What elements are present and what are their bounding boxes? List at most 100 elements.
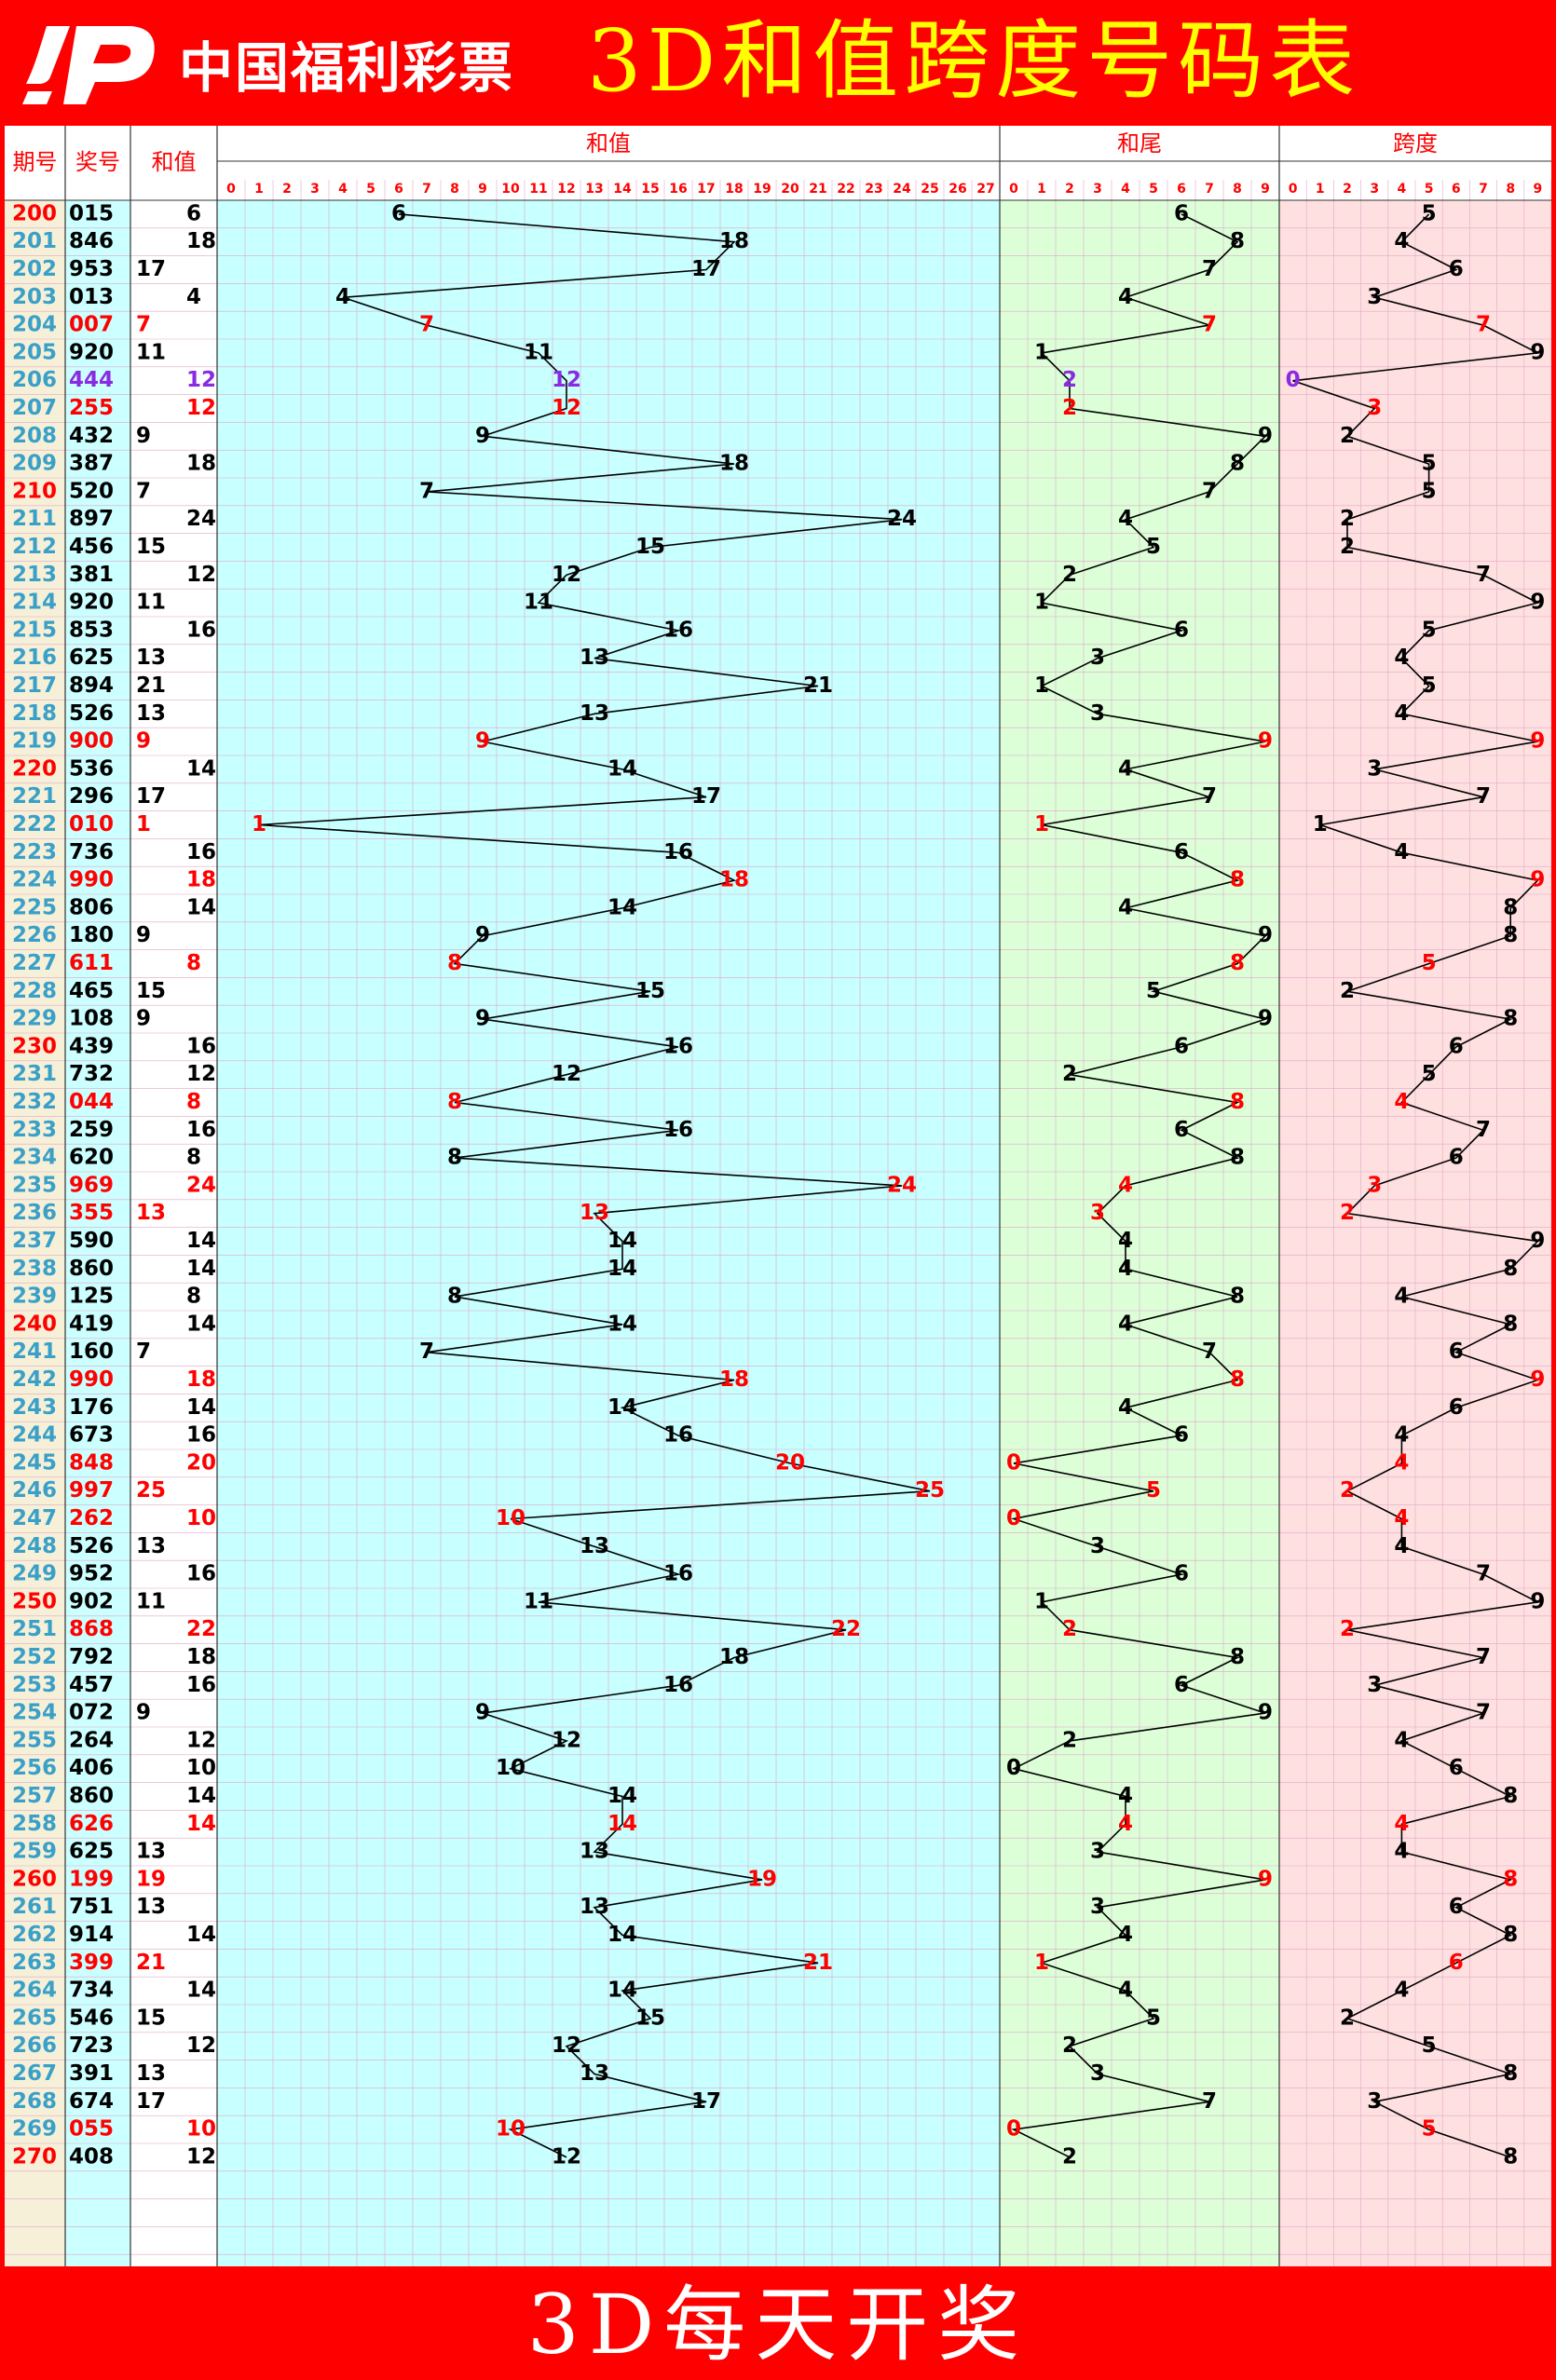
- number-cell: 355: [69, 1201, 114, 1225]
- sum-point-label: 12: [552, 563, 581, 587]
- span-point-label: 4: [1394, 1728, 1409, 1752]
- span-point-label: 4: [1394, 701, 1409, 726]
- number-cell: 860: [69, 1784, 114, 1808]
- tail-point-label: 9: [1258, 1701, 1273, 1725]
- period-cell: 215: [12, 618, 57, 642]
- tail-point-label: 3: [1090, 701, 1105, 726]
- sum-value-cell: 21: [136, 673, 166, 698]
- sum-point-label: 16: [663, 618, 693, 642]
- span-point-label: 5: [1422, 452, 1437, 476]
- sum-value-cell: 14: [186, 1257, 216, 1281]
- period-cell: 241: [12, 1340, 57, 1364]
- span-point-label: 2: [1340, 507, 1355, 531]
- sum-point-label: 16: [663, 1673, 693, 1697]
- sum-value-cell: 14: [186, 895, 216, 919]
- span-point-label: 8: [1503, 2061, 1518, 2086]
- span-point-label: 8: [1503, 1867, 1518, 1891]
- sum-value-cell: 13: [136, 701, 166, 726]
- span-point-label: 4: [1394, 646, 1409, 670]
- period-cell: 245: [12, 1450, 57, 1475]
- sum-point-label: 22: [831, 1617, 861, 1641]
- sum-value-cell: 7: [136, 313, 151, 337]
- tail-point-label: 1: [1034, 340, 1049, 364]
- period-cell: 230: [12, 1034, 57, 1058]
- tail-point-label: 7: [1202, 2089, 1217, 2114]
- number-cell: 108: [69, 1007, 114, 1031]
- sum-point-label: 7: [419, 313, 434, 337]
- span-axis-tick: 1: [1316, 182, 1325, 197]
- number-cell: 408: [69, 2144, 114, 2169]
- span-point-label: 7: [1476, 313, 1491, 337]
- period-cell: 248: [12, 1534, 57, 1558]
- tail-point-label: 7: [1202, 257, 1217, 281]
- sum-point-label: 13: [580, 1840, 609, 1864]
- sum-value-cell: 8: [186, 1146, 201, 1170]
- number-cell: 536: [69, 756, 114, 781]
- number-column-header: 奖号: [75, 149, 120, 175]
- sum-axis-tick: 22: [837, 182, 854, 197]
- span-point-label: 5: [1422, 2033, 1437, 2058]
- period-cell: 270: [12, 2144, 57, 2169]
- number-cell: 734: [69, 1979, 114, 2003]
- period-cell: 240: [12, 1312, 57, 1336]
- number-cell: 625: [69, 646, 114, 670]
- span-point-label: 9: [1530, 1589, 1545, 1613]
- sum-point-label: 11: [524, 591, 553, 615]
- period-cell: 206: [12, 368, 57, 392]
- period-cell: 214: [12, 591, 57, 615]
- period-cell: 233: [12, 1118, 57, 1142]
- sum-point-label: 15: [635, 2006, 665, 2030]
- tail-point-label: 2: [1062, 2144, 1077, 2169]
- period-cell: 260: [12, 1867, 57, 1891]
- sum-value-cell: 7: [136, 479, 151, 503]
- tail-point-label: 6: [1174, 1562, 1189, 1586]
- sum-value-cell: 9: [136, 1007, 151, 1031]
- period-cell: 264: [12, 1979, 57, 2003]
- number-cell: 611: [69, 951, 114, 975]
- period-cell: 251: [12, 1617, 57, 1641]
- sum-point-label: 18: [719, 868, 749, 892]
- span-point-label: 9: [1530, 729, 1545, 754]
- period-cell: 239: [12, 1285, 57, 1309]
- span-point-label: 7: [1476, 563, 1491, 587]
- sum-value-cell: 1: [136, 812, 151, 836]
- sum-value-cell: 10: [186, 2117, 216, 2142]
- tail-axis-tick: 8: [1233, 182, 1242, 197]
- tail-point-label: 8: [1230, 229, 1245, 253]
- tail-point-label: 7: [1202, 784, 1217, 809]
- sum-point-label: 8: [447, 1146, 462, 1170]
- tail-point-label: 9: [1258, 729, 1273, 754]
- sum-value-cell: 17: [136, 784, 166, 809]
- sum-axis-tick: 13: [585, 182, 603, 197]
- sum-axis-tick: 18: [725, 182, 743, 197]
- tail-point-label: 0: [1006, 2117, 1021, 2142]
- tail-point-label: 4: [1118, 507, 1133, 531]
- sum-point-label: 14: [607, 1229, 637, 1253]
- sum-value-cell: 18: [186, 229, 216, 253]
- sum-point-label: 16: [663, 840, 693, 864]
- tail-point-label: 4: [1118, 1979, 1133, 2003]
- tail-point-label: 4: [1118, 1229, 1133, 1253]
- period-cell: 269: [12, 2117, 57, 2142]
- sum-point-label: 25: [915, 1478, 945, 1503]
- period-cell: 229: [12, 1007, 57, 1031]
- number-cell: 010: [69, 812, 114, 836]
- number-cell: 546: [69, 2006, 114, 2030]
- span-point-label: 4: [1394, 229, 1409, 253]
- sum-value-cell: 12: [186, 396, 216, 420]
- number-cell: 860: [69, 1257, 114, 1281]
- sum-value-cell: 12: [186, 2144, 216, 2169]
- sum-axis-tick: 0: [226, 182, 236, 197]
- sum-point-label: 14: [607, 1812, 637, 1836]
- number-cell: 456: [69, 535, 114, 559]
- period-cell: 236: [12, 1201, 57, 1225]
- header: 中国福利彩票 3D和值跨度号码表: [0, 0, 1556, 126]
- sum-value-cell: 18: [186, 1367, 216, 1392]
- sum-value-cell: 8: [186, 951, 201, 975]
- span-point-label: 2: [1340, 1617, 1355, 1641]
- sum-point-label: 10: [496, 1756, 525, 1780]
- tail-point-label: 2: [1062, 2033, 1077, 2058]
- tail-point-label: 6: [1174, 840, 1189, 864]
- tail-point-label: 8: [1230, 452, 1245, 476]
- sum-point-label: 13: [580, 2061, 609, 2086]
